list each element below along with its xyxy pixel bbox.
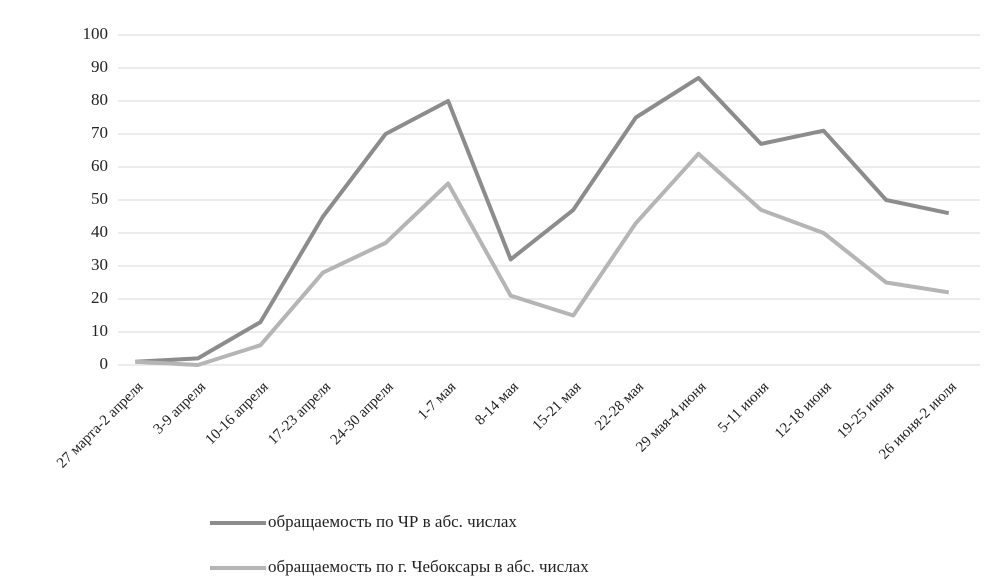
y-tick-label: 60 [91,156,108,175]
y-tick-label: 0 [100,354,109,373]
series-line [135,75,950,364]
y-tick-label: 80 [91,90,108,109]
y-tick-label: 20 [91,288,108,307]
y-tick-label: 90 [91,57,108,76]
y-tick-label: 40 [91,222,108,241]
y-tick-label: 70 [91,123,108,142]
series-line [135,151,950,367]
y-tick-label: 30 [91,255,108,274]
legend-label: обращаемость по г. Чебоксары в абс. числ… [268,557,589,576]
legend-label: обращаемость по ЧР в абс. числах [268,512,517,531]
y-tick-label: 100 [83,24,109,43]
y-tick-label: 10 [91,321,108,340]
y-tick-label: 50 [91,189,108,208]
